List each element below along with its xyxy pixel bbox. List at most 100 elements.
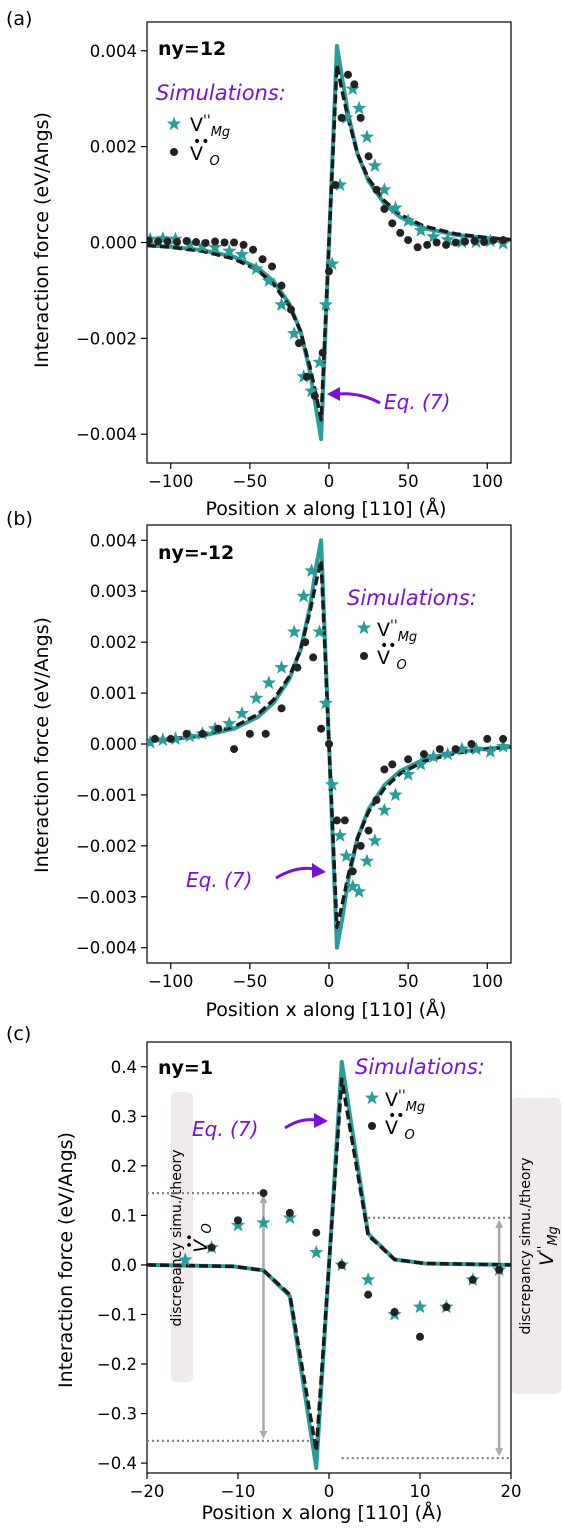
dot-marker bbox=[277, 281, 286, 290]
dot-marker bbox=[310, 391, 319, 400]
dot-marker bbox=[388, 219, 397, 228]
star-marker bbox=[309, 1245, 324, 1259]
eq7-arrow bbox=[336, 392, 381, 405]
star-marker bbox=[351, 100, 367, 115]
dot-marker bbox=[396, 228, 405, 237]
y-tick-label: 0.000 bbox=[90, 234, 137, 253]
star-marker bbox=[351, 884, 367, 898]
dot-marker bbox=[451, 745, 460, 754]
star-marker bbox=[325, 256, 340, 271]
star-marker bbox=[230, 1217, 246, 1232]
dot-marker bbox=[380, 204, 389, 213]
dot-marker bbox=[331, 180, 340, 189]
dot-marker bbox=[173, 238, 182, 247]
x-tick-label: 50 bbox=[398, 472, 419, 491]
dot-marker bbox=[461, 237, 470, 246]
discrepancy-right-label: discrepancy simu./theory bbox=[518, 1157, 534, 1334]
y-tick-label: 0.004 bbox=[90, 531, 137, 550]
eq7-curve-dashed bbox=[147, 1077, 511, 1453]
dot-marker bbox=[170, 148, 178, 156]
y-tick-label: 0.003 bbox=[90, 582, 137, 601]
star-marker bbox=[207, 239, 223, 254]
dot-marker bbox=[404, 755, 413, 764]
star-marker bbox=[413, 223, 428, 237]
discrepancy-left-box bbox=[171, 1092, 193, 1382]
dot-marker bbox=[182, 237, 191, 246]
eq7-arrowhead bbox=[327, 387, 340, 401]
star-marker bbox=[318, 695, 333, 710]
dot-marker bbox=[499, 236, 508, 245]
star-marker bbox=[440, 232, 455, 246]
dot-marker bbox=[413, 243, 422, 252]
eq7-annotation: Eq. (7) bbox=[192, 1117, 258, 1141]
star-marker bbox=[332, 828, 348, 842]
dot-marker bbox=[277, 704, 286, 713]
dot-marker bbox=[261, 729, 270, 738]
star-marker bbox=[312, 354, 327, 369]
dot-marker bbox=[364, 152, 373, 161]
star-marker bbox=[261, 675, 276, 689]
x-tick-label: 0 bbox=[324, 472, 335, 491]
x-tick-label: 0 bbox=[324, 1482, 335, 1501]
star-marker bbox=[166, 116, 182, 131]
y-axis-label: Interaction force (eV/Angs) bbox=[31, 112, 53, 368]
x-tick-label: 0 bbox=[324, 972, 335, 991]
y-tick-label: −0.004 bbox=[76, 939, 137, 958]
y-tick-label: 0.002 bbox=[90, 633, 137, 652]
legend-o-marker bbox=[170, 148, 178, 156]
legend-title: Simulations: bbox=[347, 586, 477, 610]
x-tick-label: −100 bbox=[148, 972, 193, 991]
dot-marker bbox=[245, 729, 254, 738]
star-marker bbox=[359, 853, 375, 868]
star-marker bbox=[234, 246, 250, 261]
dot-marker bbox=[285, 1208, 294, 1217]
dot-marker bbox=[198, 729, 207, 738]
star-marker bbox=[401, 213, 416, 227]
eq7-annotation: Eq. (7) bbox=[186, 868, 252, 892]
panel-title: ny=12 bbox=[158, 38, 226, 60]
dot-marker bbox=[348, 867, 357, 876]
star-marker bbox=[178, 1252, 193, 1267]
dot-marker bbox=[230, 745, 239, 754]
dot-marker bbox=[268, 262, 277, 271]
star-marker bbox=[287, 624, 302, 639]
dot-marker bbox=[390, 1307, 399, 1316]
dot-marker bbox=[442, 1303, 451, 1312]
panel-title: ny=1 bbox=[158, 1057, 213, 1079]
dot-marker bbox=[380, 765, 389, 774]
dot-marker bbox=[356, 113, 365, 122]
star-marker bbox=[274, 660, 289, 674]
star-marker bbox=[318, 297, 333, 311]
plot-area bbox=[147, 1059, 511, 1471]
star-marker bbox=[361, 1272, 376, 1286]
star-marker bbox=[168, 731, 183, 745]
dot-marker bbox=[364, 1290, 373, 1299]
x-tick-label: −50 bbox=[232, 972, 267, 991]
y-tick-label: 0.001 bbox=[90, 684, 137, 703]
dot-marker bbox=[419, 750, 428, 759]
x-tick-label: 50 bbox=[398, 972, 419, 991]
star-marker bbox=[364, 1090, 380, 1105]
x-tick-label: −20 bbox=[130, 1482, 165, 1501]
dot-marker bbox=[302, 372, 311, 381]
star-marker bbox=[234, 705, 250, 720]
legend-mg-marker bbox=[364, 1090, 380, 1105]
dot-marker bbox=[356, 841, 365, 850]
star-marker bbox=[282, 1210, 297, 1224]
star-marker bbox=[426, 229, 441, 243]
dot-marker bbox=[293, 663, 302, 672]
dot-marker bbox=[182, 729, 191, 738]
star-marker bbox=[356, 620, 372, 635]
star-marker bbox=[401, 767, 416, 781]
legend-title: Simulations: bbox=[156, 81, 286, 105]
dot-marker bbox=[337, 113, 346, 122]
dot-marker bbox=[332, 816, 341, 825]
dot-marker bbox=[234, 1216, 242, 1225]
y-tick-label: −0.4 bbox=[97, 1454, 137, 1473]
panel-c: (c) Interaction force (eV/Angs) Position… bbox=[6, 1023, 561, 1524]
star-marker bbox=[155, 732, 170, 746]
dot-marker bbox=[214, 724, 223, 733]
legend-title: Simulations: bbox=[355, 1055, 485, 1079]
dot-marker bbox=[230, 238, 239, 247]
plot-layer bbox=[147, 43, 511, 1471]
